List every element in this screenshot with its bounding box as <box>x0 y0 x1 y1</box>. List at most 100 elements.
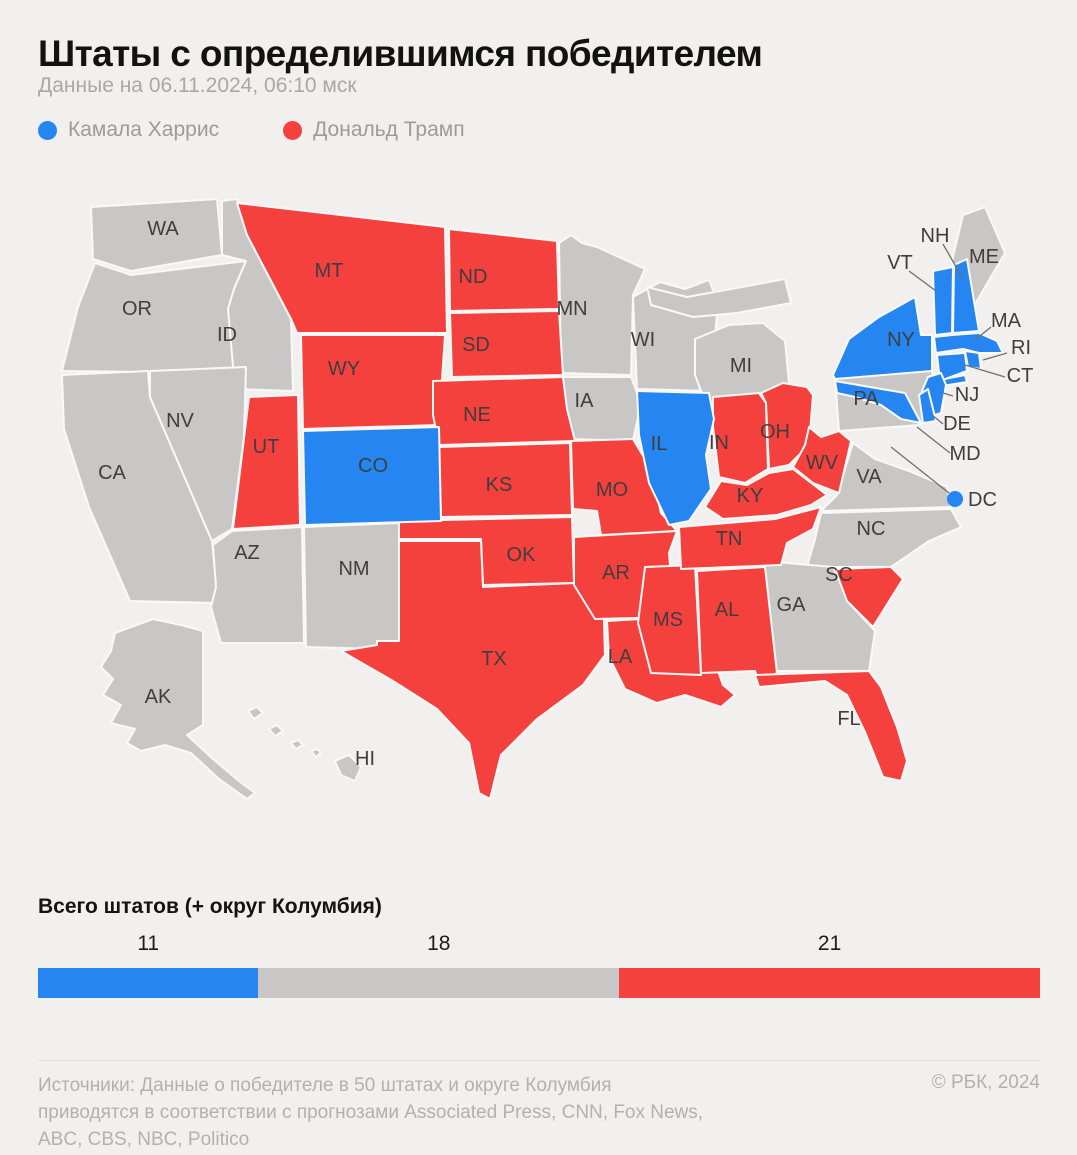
state-ut <box>232 394 301 530</box>
legend-item-trump: Дональд Трамп <box>283 118 465 142</box>
state-ak <box>100 618 256 800</box>
state-label-vt: VT <box>887 252 913 274</box>
stacked-total-bar <box>38 968 1040 998</box>
state-wa <box>90 198 223 272</box>
connector-line-nh <box>942 243 964 280</box>
state-wy <box>300 334 446 430</box>
state-label-ks: KS <box>486 474 513 496</box>
connector-line-nj <box>942 392 954 397</box>
sources-line-1: Источники: Данные о победителе в 50 штат… <box>38 1075 612 1096</box>
state-label-il: IL <box>651 433 668 455</box>
state-label-nc: NC <box>857 518 886 540</box>
us-states-map: WA OR ID CA NV AZ NM AK HI MN IA WI MI PA VA NC GA ME MT ND… <box>35 185 1045 815</box>
state-label-mi: MI <box>730 355 752 377</box>
state-label-tx: TX <box>481 648 507 670</box>
state-label-ak: AK <box>145 686 172 708</box>
state-label-in: IN <box>709 432 729 454</box>
trump-dot-icon <box>283 120 303 140</box>
footer-divider <box>38 1060 1040 1061</box>
state-vt <box>932 266 954 336</box>
state-mt <box>236 202 448 334</box>
legend-item-harris: Камала Харрис <box>38 118 219 142</box>
connector-line-ri <box>982 352 1008 361</box>
bar-value-harris: 11 <box>137 932 160 955</box>
state-label-nj: NJ <box>955 384 979 406</box>
state-tn <box>678 506 822 570</box>
state-label-nv: NV <box>166 410 194 432</box>
state-label-nd: ND <box>459 266 488 288</box>
state-label-sd: SD <box>462 334 490 356</box>
state-nm <box>303 522 400 650</box>
state-fl <box>754 670 908 782</box>
state-in <box>712 392 769 484</box>
state-label-wy: WY <box>328 358 360 380</box>
bar-value-labels: 11 18 21 <box>38 932 1040 958</box>
legend-label-harris: Камала Харрис <box>68 118 220 141</box>
bar-segment-harris <box>38 968 259 998</box>
state-label-nm: NM <box>338 558 369 580</box>
state-label-ca: CA <box>98 462 126 484</box>
state-label-mt: MT <box>315 260 344 282</box>
connector-line-de <box>931 414 944 425</box>
page-title: Штаты с определившимся победителем <box>38 32 763 74</box>
state-label-wi: WI <box>631 329 655 351</box>
connector-line-ma <box>974 326 992 341</box>
state-label-nh: NH <box>921 225 950 247</box>
state-label-ok: OK <box>507 544 537 566</box>
state-label-fl: FL <box>837 708 860 730</box>
data-timestamp: Данные на 06.11.2024, 06:10 мск <box>38 74 357 97</box>
state-az <box>210 526 305 644</box>
state-label-az: AZ <box>234 542 260 564</box>
state-label-me: ME <box>969 246 999 268</box>
connector-line-md <box>916 426 951 454</box>
bar-segment-trump <box>619 968 1040 998</box>
state-label-ia: IA <box>575 390 595 412</box>
state-label-al: AL <box>715 599 739 621</box>
state-label-pa: PA <box>853 388 879 410</box>
state-label-va: VA <box>856 466 882 488</box>
state-label-ri: RI <box>1011 337 1031 359</box>
state-sd <box>449 310 564 378</box>
legend-label-trump: Дональд Трамп <box>313 118 465 141</box>
state-label-md: MD <box>949 443 980 465</box>
state-mn <box>558 234 646 376</box>
connector-line-dc <box>890 446 950 494</box>
connector-line-vt <box>908 270 937 292</box>
state-ky <box>704 468 828 520</box>
sources-note: Источники: Данные о победителе в 50 штат… <box>38 1072 818 1153</box>
state-label-ny: NY <box>887 329 915 351</box>
state-or <box>61 260 247 374</box>
state-il <box>636 390 715 526</box>
bar-value-none: 18 <box>427 932 451 955</box>
state-al <box>696 566 778 684</box>
state-label-co: CO <box>358 455 388 477</box>
state-label-id: ID <box>217 324 237 346</box>
state-ri <box>964 350 982 370</box>
state-dc <box>947 491 963 507</box>
state-label-ar: AR <box>602 562 630 584</box>
state-nd <box>448 228 560 312</box>
state-label-dc: DC <box>968 489 997 511</box>
state-label-de: DE <box>943 413 971 435</box>
legend: Камала Харрис Дональд Трамп <box>38 117 465 143</box>
state-label-oh: OH <box>760 421 790 443</box>
state-nc <box>806 508 962 568</box>
state-ct <box>936 352 968 382</box>
state-ma <box>933 332 1004 354</box>
state-label-ky: KY <box>737 485 764 507</box>
state-nh <box>952 258 980 334</box>
state-de <box>918 388 937 424</box>
state-co <box>302 426 442 526</box>
state-label-sc: SC <box>825 564 853 586</box>
state-label-ms: MS <box>653 609 683 631</box>
harris-dot-icon <box>38 120 57 140</box>
state-label-ne: NE <box>463 404 491 426</box>
summary-heading: Всего штатов (+ округ Колумбия) <box>38 895 382 918</box>
state-ne <box>432 376 576 446</box>
copyright: © РБК, 2024 <box>931 1072 1040 1093</box>
state-label-tn: TN <box>716 528 743 550</box>
state-label-mo: MO <box>596 479 628 501</box>
state-label-mn: MN <box>556 298 587 320</box>
bar-segment-none <box>258 968 620 998</box>
state-md <box>834 380 922 424</box>
